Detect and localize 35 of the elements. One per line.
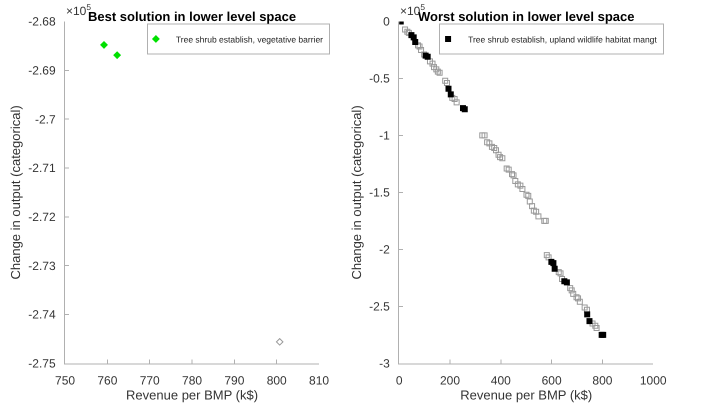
x-tick-label: 810 [309,374,330,388]
x-axis-title: Revenue per BMP (k$) [126,388,258,403]
y-tick-label: -0.5 [369,72,390,86]
x-tick-label: 760 [97,374,118,388]
x-tick-label: 0 [396,374,403,388]
x-tick-label: 750 [55,374,76,388]
y-tick-label: 0 [383,14,390,29]
x-tick-label: 800 [266,374,288,388]
chart-title: Worst solution in lower level space [418,9,634,24]
y-tick-label: -2.74 [28,308,56,322]
x-tick-label: 600 [542,374,562,388]
y-tick-label: -2.5 [369,300,390,314]
y-tick-label: -2 [379,242,390,257]
x-tick-label: 200 [440,374,460,388]
x-tick-label: 770 [140,374,160,388]
y-tick-label: -2.71 [28,161,56,176]
x-tick-label: 400 [490,374,512,388]
y-tick-label: -2.68 [28,14,56,29]
legend-label: Tree shrub establish, vegetative barrier [176,34,324,44]
x-tick-label: 790 [224,374,245,388]
y-axis-title: Change in output (categorical) [8,105,24,280]
y-tick-label: -2.69 [28,64,56,78]
y-tick-label: -2.75 [28,356,56,371]
y-axis-title: Change in output (categorical) [349,105,364,280]
y-tick-label: -2.7 [34,112,56,126]
x-axis-title: Revenue per BMP (k$) [460,388,592,403]
legend-label: Tree shrub establish, upland wildlife habitat mangt [468,34,658,44]
y-tick-label: -1.5 [369,186,390,200]
x-tick-label: 800 [592,374,613,388]
x-tick-label: 1000 [640,374,667,388]
y-tick-label: -1 [379,128,390,143]
y-tick-label: -2.72 [28,210,56,224]
y-tick-label: -3 [379,356,390,371]
x-tick-label: 780 [182,374,202,388]
y-tick-label: -2.73 [28,258,56,273]
